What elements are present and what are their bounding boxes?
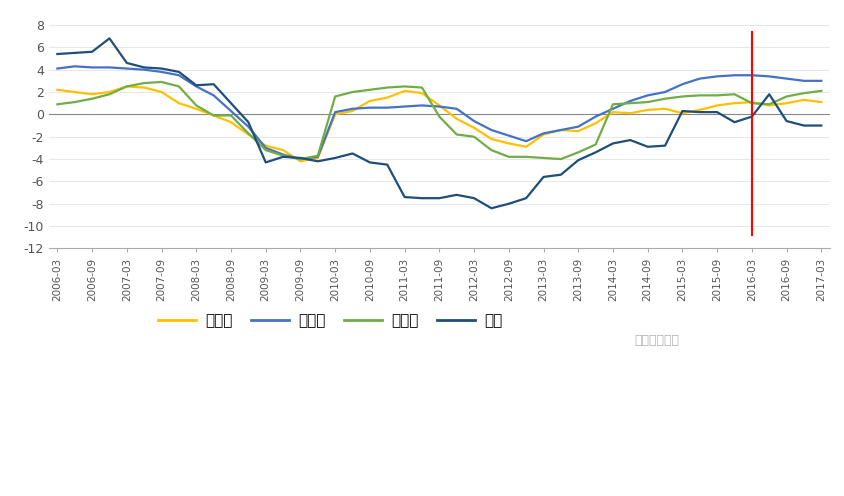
Legend: 意大利, 西班牙, 葡萄牙, 希腊: 意大利, 西班牙, 葡萄牙, 希腊	[151, 308, 508, 335]
Text: 雪涛宏观笔记: 雪涛宏观笔记	[634, 334, 679, 347]
